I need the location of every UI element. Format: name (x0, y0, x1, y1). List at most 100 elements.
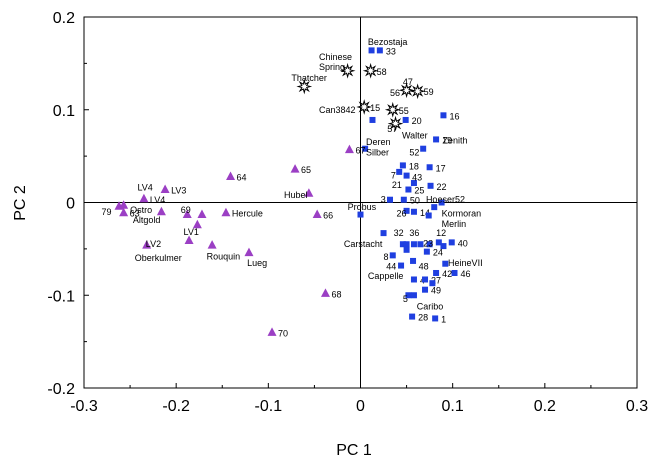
square-point (403, 246, 410, 253)
square-point (423, 248, 430, 255)
annotation-label: Oberkulmer (135, 253, 182, 263)
triangle-point (139, 193, 149, 203)
annotation-label: 7 (391, 171, 396, 181)
triangle-point (119, 207, 129, 217)
point-label: 68 (331, 289, 341, 299)
triangle-point (312, 209, 322, 219)
point-label: LV3 (171, 186, 186, 196)
square-point (403, 207, 410, 214)
annotation-label: 56 (390, 88, 400, 98)
annotation-label: Merlin (442, 219, 467, 229)
y-tick-label: -0.1 (47, 288, 75, 305)
square-point (389, 252, 396, 259)
triangle-point (244, 247, 254, 257)
point-label: 63 (130, 209, 140, 219)
point-label: 1 (441, 314, 446, 324)
square-point (410, 257, 417, 264)
square-point (399, 241, 406, 248)
point-label: 46 (461, 269, 471, 279)
point-label: 55 (399, 106, 409, 116)
annotation-label: Carstacht (344, 239, 383, 249)
point-label: 18 (409, 161, 419, 171)
y-axis-title: PC 2 (12, 185, 29, 221)
annotation-label: Chinese (319, 52, 352, 62)
square-point (417, 241, 424, 248)
point-label: 59 (424, 87, 434, 97)
square-point (402, 116, 409, 123)
annotation-label: 3 (381, 195, 386, 205)
point-label: 25 (414, 186, 424, 196)
square-point (422, 286, 429, 293)
annotation-label: Rouquin (207, 251, 241, 261)
annotation-label: Ostro (130, 205, 152, 215)
star-point (362, 62, 379, 79)
square-point (422, 276, 429, 283)
annotation-label: Walter (402, 131, 428, 141)
x-tick-label: 0 (356, 398, 365, 415)
square-point (403, 172, 410, 179)
annotation-label: 48 (419, 261, 429, 271)
square-point (420, 145, 427, 152)
square-point (368, 47, 375, 54)
square-point (438, 199, 445, 206)
x-tick-label: -0.1 (255, 398, 283, 415)
annotation-label: Kormoran (442, 209, 482, 219)
star-point (356, 99, 373, 115)
annotation-label: 26 (396, 209, 406, 219)
square-point (405, 186, 412, 193)
x-tick-label: -0.3 (70, 398, 98, 415)
point-label: 16 (449, 111, 459, 121)
square-point (431, 204, 438, 211)
square-point (435, 239, 442, 246)
square-point (376, 47, 383, 54)
square-point (410, 292, 417, 299)
square-point (380, 230, 387, 237)
x-axis-title: PC 1 (336, 442, 372, 459)
y-tick-label: 0.1 (53, 103, 75, 120)
triangle-point (226, 171, 236, 181)
annotation-label: Altgold (133, 215, 161, 225)
annotation-label: Deren (366, 137, 391, 147)
reference-lines (84, 17, 637, 388)
annotation-label: Silber (366, 147, 389, 157)
triangle-point (160, 184, 170, 194)
annotation-label: 47 (403, 77, 413, 87)
y-tick-label: 0.2 (53, 10, 75, 27)
annotation-label: Hoeser52 (426, 195, 465, 205)
square-point (410, 241, 417, 248)
square-point (448, 239, 455, 246)
annotation-label: Can3842 (319, 105, 356, 115)
square-point (433, 136, 440, 143)
annotation-label: Thatcher (291, 73, 327, 83)
triangle-point (142, 240, 152, 249)
point-label: 17 (436, 163, 446, 173)
square-point (398, 262, 405, 269)
annotation-label: Cappelle (368, 271, 404, 281)
triangle-point (192, 219, 202, 229)
annotation-label: 32 (394, 228, 404, 238)
star-point (387, 115, 404, 132)
square-point (409, 313, 416, 320)
point-label: 22 (437, 182, 447, 192)
annotation-label: 36 (409, 228, 419, 238)
point-label: 49 (431, 286, 441, 296)
star-point (339, 62, 356, 79)
square-point (425, 212, 432, 219)
square-point (426, 164, 433, 171)
point-label: 15 (370, 103, 380, 113)
triangle-point (344, 144, 354, 154)
y-tick-label: -0.2 (47, 381, 75, 398)
x-tick-label: -0.2 (162, 398, 190, 415)
annotation-label: Bezostaja (368, 37, 408, 47)
annotation-label: 79 (102, 207, 112, 217)
axis-ticks: -0.3 -0.2 -0.1 0 0.1 0.2 0.3-0.2-0.100.10.2 (47, 10, 648, 415)
star-point (398, 82, 415, 99)
annotation-label: Spring (319, 62, 345, 72)
square-point (369, 116, 376, 123)
point-label: 65 (301, 165, 311, 175)
triangle-point (184, 235, 194, 245)
square-point (440, 112, 447, 119)
